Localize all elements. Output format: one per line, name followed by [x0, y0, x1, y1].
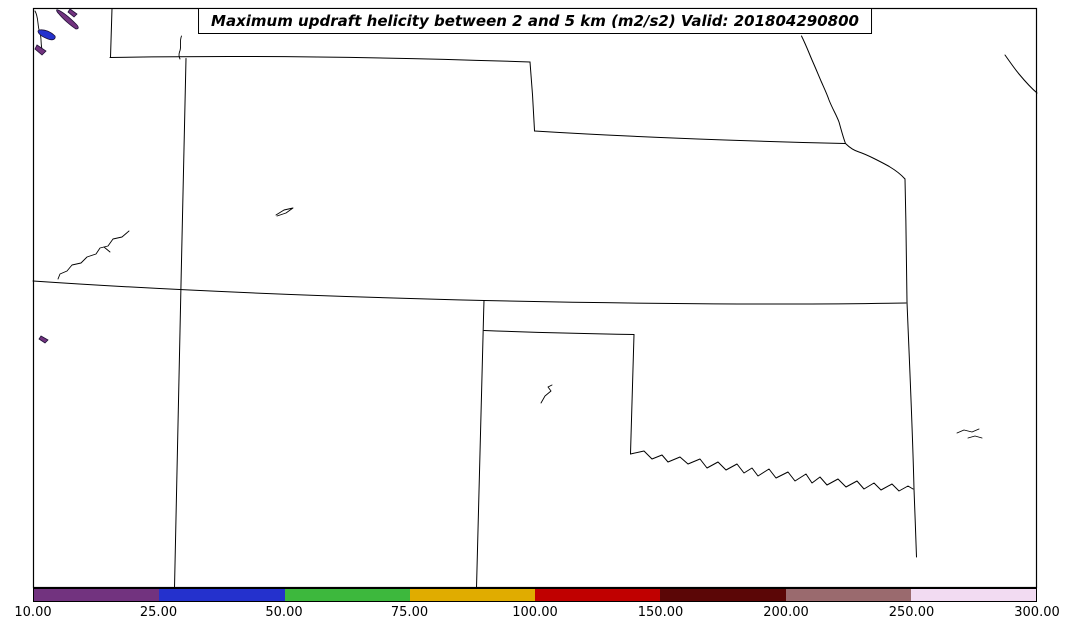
uh-swath-blue-1: [37, 29, 56, 41]
border-newmexico-texas-103w: [476, 300, 485, 589]
colorbar-ticks: 10.00 25.00 50.00 75.00 100.00 150.00 200.00 25…: [14, 605, 1059, 625]
missouri-river-nebraska-border: [801, 35, 906, 180]
uh-swath-purple-2: [67, 8, 78, 18]
river-segment-top-right: [1004, 54, 1038, 94]
uh-swath-purple-4: [38, 335, 49, 344]
colorbar-tick-label: 250.00: [888, 605, 935, 620]
plot-title-box: Maximum updraft helicity between 2 and 5…: [198, 8, 872, 34]
colorbar-segment-10-25: [34, 589, 160, 601]
border-kansas-missouri: [904, 178, 908, 303]
colorbar-tick-label: 75.00: [390, 605, 429, 620]
plot-title: Maximum updraft helicity between 2 and 5…: [211, 12, 859, 30]
colorbar-segment-200-250: [785, 589, 911, 601]
uh-swath-purple-3: [34, 44, 47, 56]
colorbar-tick-label: 10.00: [14, 605, 52, 620]
colorbar-tick-label: 300.00: [1014, 605, 1060, 620]
border-colorado-nebraska-102w: [529, 61, 535, 132]
uh-swath-purple-1: [56, 9, 79, 30]
red-river-texas-oklahoma-border: [630, 450, 914, 492]
lake-powell-shoreline: [57, 230, 130, 280]
border-texas-oklahoma-100w: [630, 334, 635, 455]
lake-powell-arm: [103, 246, 111, 253]
colorbar-tick-label: 200.00: [763, 605, 809, 620]
lake-meredith: [540, 384, 553, 404]
colorbar-tick-label: 150.00: [637, 605, 684, 620]
water-features: [34, 10, 983, 439]
colorbar-segment-75-100: [409, 589, 535, 601]
uh-swaths: [34, 8, 79, 344]
colorbar-segment-25-50: [159, 589, 285, 601]
border-kansas-nebraska-40n: [534, 130, 846, 144]
arkansas-lake-2: [967, 435, 983, 439]
map-frame: [32, 7, 1038, 589]
colorbar-segment-150-200: [660, 589, 786, 601]
lake-blue-mesa: [275, 207, 294, 217]
colorbar-tick-label: 100.00: [512, 605, 558, 620]
colorbar-tick-label: 25.00: [139, 605, 178, 620]
colorbar-segment-50-75: [284, 589, 410, 601]
border-37n-colorado-kansas-south: [32, 280, 907, 305]
colorbar-segment-100-150: [535, 589, 661, 601]
border-oklahoma-panhandle-south: [483, 330, 635, 335]
border-oklahoma-arkansas: [906, 301, 917, 558]
arkansas-lake-1: [956, 428, 980, 434]
colorbar-segment-250-300: [910, 589, 1036, 601]
border-utah-colorado-109w: [174, 58, 187, 589]
state-borders: [32, 8, 1038, 589]
colorbar: [33, 588, 1037, 602]
colorbar-tick-label: 50.00: [265, 605, 303, 620]
flaming-gorge-reservoir: [178, 35, 182, 60]
border-wyoming-utah-111w: [110, 8, 113, 58]
border-41n-wyoming-colorado: [109, 56, 531, 63]
